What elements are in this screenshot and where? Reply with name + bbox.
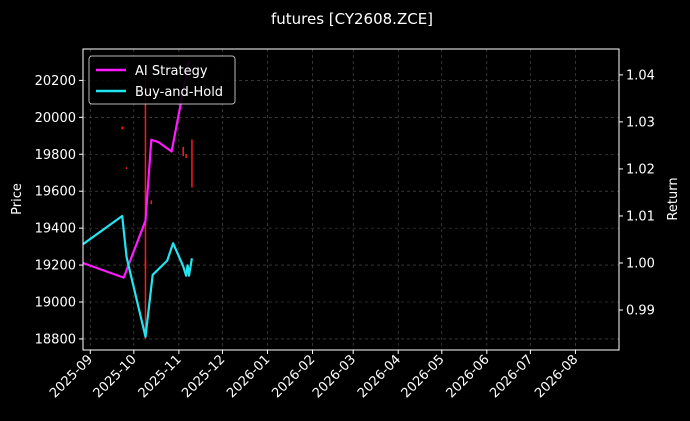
legend-label-ai-strategy: AI Strategy: [135, 64, 208, 79]
left-axis-label: Price: [10, 183, 25, 215]
left-tick-label: 19600: [35, 185, 76, 200]
left-axis: 18800 19000 19200 19400 19600 19800 20000 20200: [35, 74, 83, 347]
series-line-buy-and-hold: [82, 214, 193, 338]
plot-frame: [82, 48, 620, 351]
left-tick-label: 18800: [35, 332, 76, 347]
right-axis-label: Return: [666, 177, 681, 220]
left-tick-label: 19800: [35, 148, 76, 163]
grid: [83, 49, 619, 350]
legend: AI Strategy Buy-and-Hold: [88, 55, 236, 105]
left-tick-label: 20000: [35, 111, 76, 126]
right-tick-label: 1.00: [626, 256, 655, 271]
right-tick-label: 0.99: [626, 304, 655, 319]
series-line-ai-strategy: [82, 60, 191, 279]
legend-label-buy-and-hold: Buy-and-Hold: [135, 85, 223, 100]
left-tick-label: 19000: [35, 295, 76, 310]
left-tick-label: 19400: [35, 222, 76, 237]
chart-title: futures [CY2608.ZCE]: [271, 10, 433, 28]
series-lines: [82, 60, 193, 338]
left-tick-label: 20200: [35, 74, 76, 89]
right-tick-label: 1.01: [626, 209, 655, 224]
right-tick-label: 1.03: [626, 115, 655, 130]
right-axis: 0.99 1.00 1.01 1.02 1.03 1.04: [619, 68, 655, 319]
left-tick-label: 19200: [35, 259, 76, 274]
price-candles: [121, 67, 193, 339]
right-tick-label: 1.04: [626, 68, 655, 83]
right-tick-label: 1.02: [626, 162, 655, 177]
